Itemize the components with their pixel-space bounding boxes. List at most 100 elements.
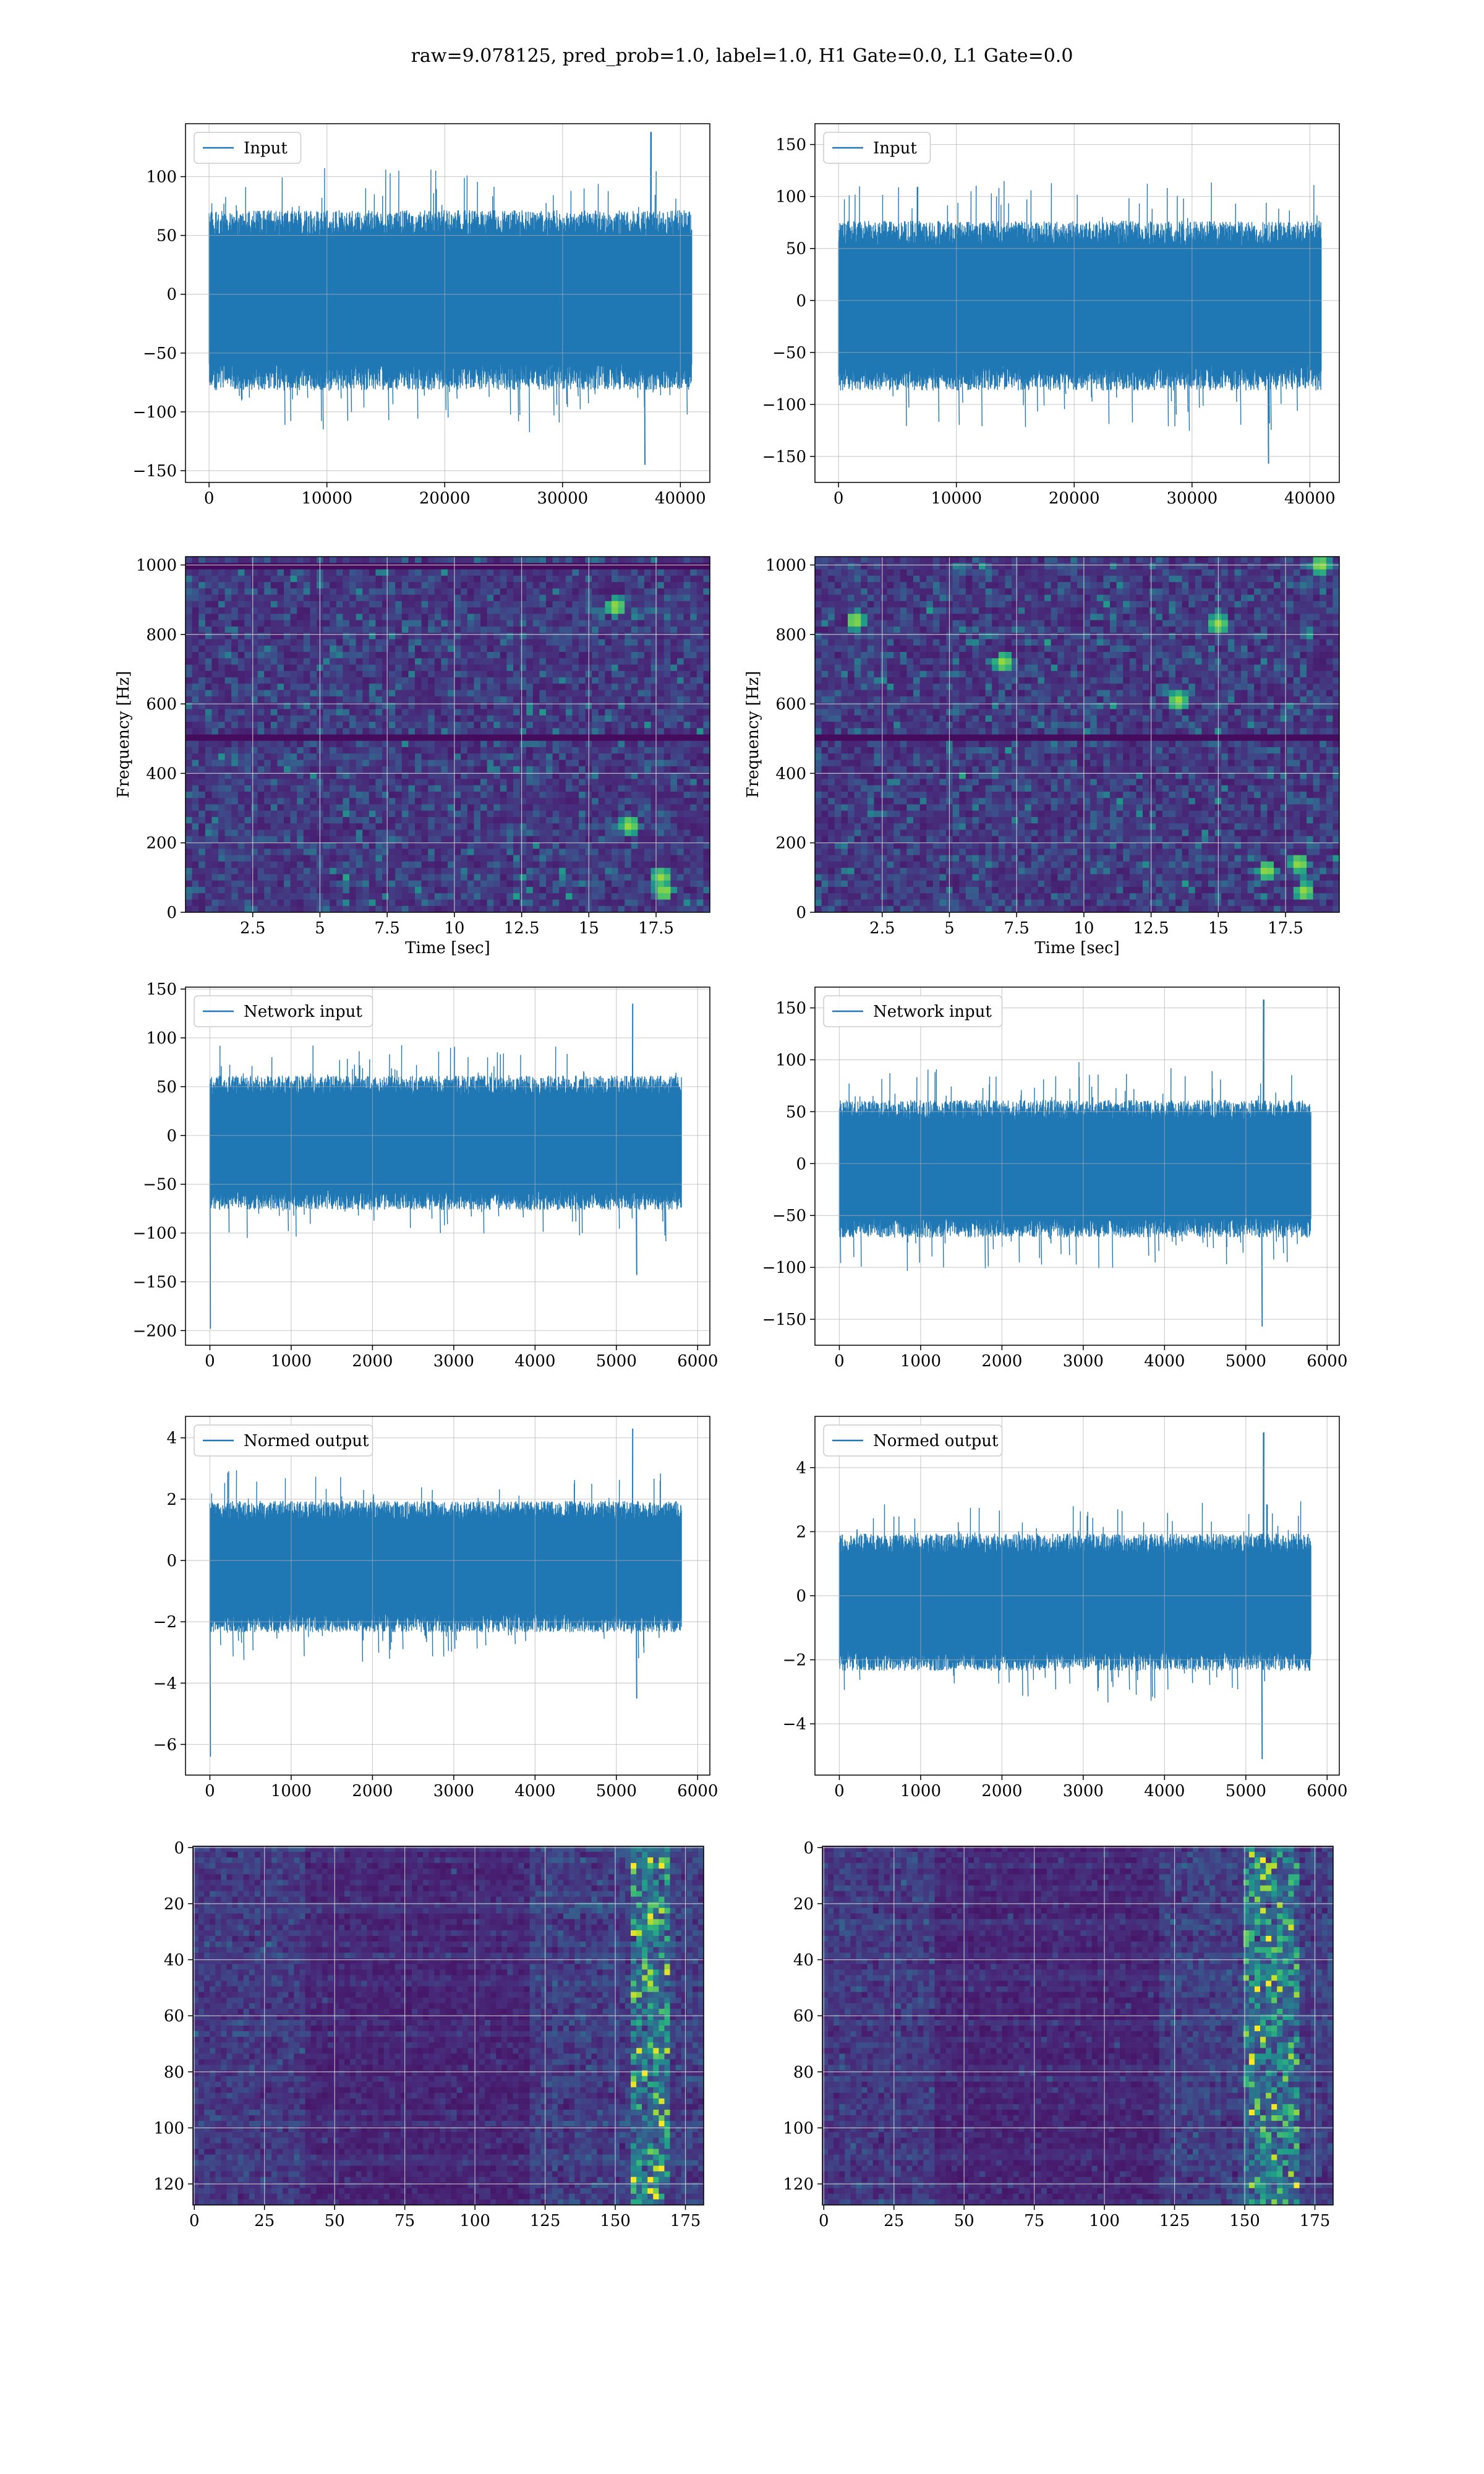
x-tick-label: 10: [444, 919, 464, 938]
legend-label: Input: [873, 139, 917, 158]
y-tick-label: 100: [775, 1051, 806, 1069]
axes-frame: [814, 123, 1340, 483]
y-tick-label: 4: [166, 1429, 177, 1448]
x-tick-label: 2000: [352, 1782, 393, 1800]
x-tick-label: 2000: [981, 1352, 1022, 1371]
gridlines: [815, 1416, 1339, 1775]
y-axis-label: Frequency [Hz]: [744, 671, 762, 798]
legend-label: Network input: [873, 1003, 992, 1021]
y-tick-label: 60: [793, 2007, 814, 2026]
y-tick-label: 120: [153, 2175, 184, 2194]
tick-labels: 0 1000 2000 3000 4000 5000 6000 −4 −2 0 2 4: [783, 1459, 1348, 1800]
y-tick-label: 40: [793, 1951, 814, 1970]
panel-4-0: 0 25 50 75 100 125 150 175 0 20 40 60 80 100 120: [153, 1839, 704, 2230]
x-tick-label: 12.5: [504, 919, 540, 938]
plot-area: [193, 1846, 704, 2205]
gridlines: [815, 124, 1339, 482]
y-tick-label: 20: [793, 1895, 814, 1914]
y-tick-label: 0: [796, 1587, 806, 1606]
gridlines: [815, 987, 1339, 1345]
y-tick-label: 1000: [136, 556, 177, 575]
x-tick-label: 6000: [677, 1352, 718, 1371]
y-tick-label: 200: [146, 834, 177, 853]
y-tick-label: 120: [783, 2175, 814, 2194]
x-tick-label: 10000: [301, 489, 352, 508]
x-tick-label: 6000: [677, 1782, 718, 1800]
y-tick-label: 800: [146, 626, 177, 644]
x-tick-label: 2000: [352, 1352, 393, 1371]
panel-2-1: 0 1000 2000 3000 4000 5000 6000 −150 −100 −50 0 50 1…: [762, 987, 1347, 1371]
plot-area: [208, 132, 693, 465]
x-tick-label: 3000: [433, 1782, 474, 1800]
x-tick-label: 5000: [596, 1352, 637, 1371]
x-tick-label: 6000: [1307, 1782, 1347, 1800]
x-tick-label: 3000: [1063, 1782, 1104, 1800]
tick-labels: 0 10000 20000 30000 40000 −150 −100 −50 0 50 100: [133, 168, 706, 508]
y-tick-label: −100: [762, 1259, 806, 1277]
y-tick-label: 20: [164, 1895, 184, 1914]
tick-labels: 0 1000 2000 3000 4000 5000 6000 −6 −4 −2 0 2 4: [153, 1429, 719, 1800]
legend: Network input: [823, 995, 1003, 1027]
y-tick-label: 100: [775, 188, 806, 207]
x-tick-label: 175: [670, 2212, 701, 2230]
x-tick-label: 5000: [596, 1782, 637, 1800]
x-tick-label: 7.5: [1004, 919, 1029, 938]
legend: Input: [194, 132, 302, 164]
x-tick-label: 100: [1089, 2212, 1120, 2230]
y-tick-label: −150: [762, 1311, 806, 1329]
gridlines: [822, 1846, 1333, 2205]
legend-label: Normed output: [244, 1432, 369, 1450]
y-tick-label: 150: [775, 136, 806, 155]
x-tick-label: 5: [315, 919, 325, 938]
axes-frame: [814, 987, 1340, 1346]
x-tick-label: 30000: [1166, 489, 1217, 508]
heatmap-cells: [186, 557, 710, 912]
y-tick-label: −150: [762, 448, 806, 466]
y-tick-label: −100: [762, 396, 806, 414]
y-tick-label: 2: [796, 1523, 806, 1541]
y-tick-label: 800: [775, 626, 806, 644]
x-tick-label: 17.5: [1268, 919, 1303, 938]
y-tick-label: −50: [143, 345, 177, 363]
x-tick-label: 0: [834, 1782, 845, 1800]
heatmap-cells: [815, 557, 1339, 912]
y-tick-label: 50: [786, 240, 806, 259]
x-tick-label: 3000: [433, 1352, 474, 1371]
y-tick-label: 50: [786, 1103, 806, 1121]
legend-label: Input: [244, 139, 288, 158]
x-tick-label: 100: [459, 2212, 490, 2230]
x-tick-label: 2.5: [869, 919, 895, 938]
x-tick-label: 0: [205, 1352, 215, 1371]
y-tick-label: 0: [166, 904, 177, 922]
series-line: [838, 181, 1322, 464]
plot-area: [815, 557, 1339, 912]
y-tick-label: 600: [775, 695, 806, 714]
x-tick-label: 50: [325, 2212, 345, 2230]
x-tick-label: 5000: [1226, 1782, 1266, 1800]
axes-frame: [814, 556, 1340, 913]
panel-2-0: 0 1000 2000 3000 4000 5000 6000−200−150−100−50…: [133, 980, 719, 1371]
x-tick-label: 20000: [1049, 489, 1100, 508]
x-tick-label: 7.5: [374, 919, 399, 938]
x-tick-label: 15: [579, 919, 599, 938]
y-tick-label: 100: [783, 2119, 814, 2138]
plot-area: [186, 557, 710, 912]
y-tick-label: 4: [796, 1459, 806, 1478]
x-tick-label: 175: [1300, 2212, 1331, 2230]
x-tick-label: 4000: [514, 1782, 555, 1800]
series-line: [208, 132, 693, 465]
panel-1-0: 2.5 5 7.5 10 12.5 15 17.5 0 200 400 600 800 1000 Time…: [114, 556, 710, 957]
axes-frame: [192, 1846, 704, 2206]
y-tick-label: −4: [783, 1715, 806, 1734]
y-tick-label: 0: [796, 1155, 806, 1173]
x-tick-label: 25: [254, 2212, 275, 2230]
x-tick-label: 0: [834, 1352, 845, 1371]
tick-labels: 2.5 5 7.5 10 12.5 15 17.5 0 200 400 600 800 1000: [765, 556, 1303, 938]
x-tick-label: 150: [1229, 2212, 1260, 2230]
heatmap-cells: [822, 1846, 1333, 2205]
tick-labels: 0 10000 20000 30000 40000 −150 −100 −50 0 50 100 15…: [762, 136, 1336, 508]
y-tick-label: −6: [153, 1736, 177, 1754]
gridlines: [186, 124, 710, 482]
tick-labels: 0 25 50 75 100 125 150 175 0 20 40 60 80 100 120: [153, 1839, 701, 2230]
x-tick-label: 0: [819, 2212, 829, 2230]
